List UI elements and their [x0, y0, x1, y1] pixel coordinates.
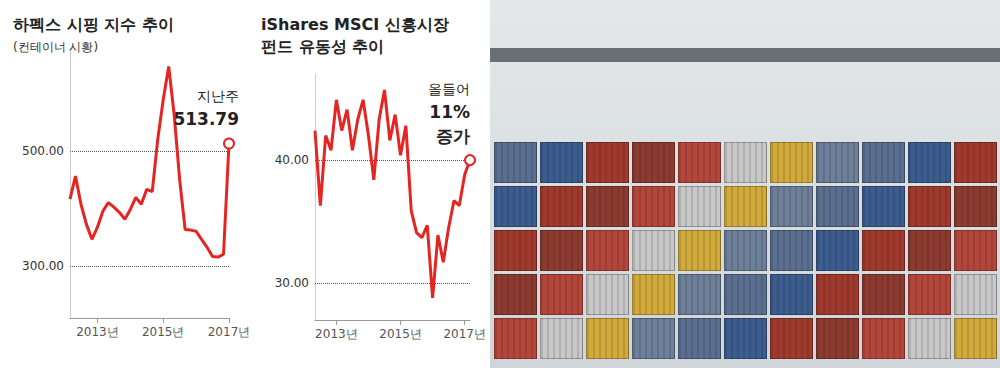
svg-text:2015년: 2015년	[379, 327, 422, 341]
svg-text:513.79: 513.79	[173, 109, 239, 129]
svg-text:올들어: 올들어	[428, 81, 470, 97]
svg-text:2017년: 2017년	[208, 325, 251, 339]
svg-text:증가: 증가	[436, 126, 470, 146]
svg-text:500.00: 500.00	[22, 144, 64, 158]
svg-text:40.00: 40.00	[275, 153, 309, 167]
svg-text:2015년: 2015년	[142, 325, 185, 339]
svg-text:지난주: 지난주	[197, 88, 239, 104]
svg-text:하펙스 시핑 지수 추이: 하펙스 시핑 지수 추이	[13, 15, 174, 34]
svg-text:(컨테이너 시황): (컨테이너 시황)	[13, 40, 98, 54]
svg-text:2017년: 2017년	[443, 327, 486, 341]
svg-text:iShares MSCI 신흥시장: iShares MSCI 신흥시장	[261, 15, 449, 34]
svg-text:2013년: 2013년	[76, 325, 119, 339]
svg-text:300.00: 300.00	[22, 259, 64, 273]
svg-text:11%: 11%	[429, 102, 470, 122]
svg-text:30.00: 30.00	[275, 276, 309, 290]
svg-text:2013년: 2013년	[315, 327, 358, 341]
svg-text:펀드 유동성 추이: 펀드 유동성 추이	[261, 37, 384, 56]
